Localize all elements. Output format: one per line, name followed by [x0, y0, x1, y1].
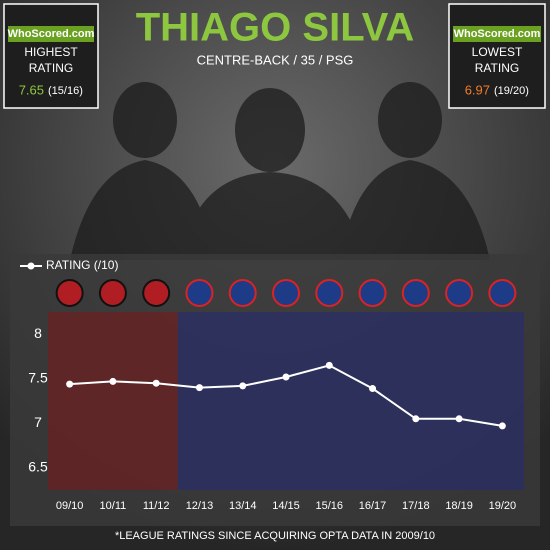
title: THIAGO SILVA [136, 6, 415, 50]
rating-point [66, 380, 74, 388]
rating-point [109, 377, 117, 385]
x-tick-label: 14/15 [272, 500, 300, 512]
rating-point [498, 422, 506, 430]
club-band [177, 312, 524, 490]
legend-marker [27, 262, 35, 270]
rating-point [282, 373, 290, 381]
y-tick-label: 7 [34, 414, 42, 430]
x-tick-label: 11/12 [143, 500, 170, 512]
club-badge [315, 279, 344, 307]
lowest-value: 6.97 [465, 82, 490, 97]
club-badge [272, 279, 300, 307]
subtitle: CENTRE-BACK / 35 / PSG [197, 52, 354, 67]
x-tick-label: 13/14 [229, 500, 257, 512]
lowest-box [448, 3, 546, 109]
lowest-label-box: LOWEST RATING [471, 45, 523, 75]
logo: WhoScored.com [454, 28, 541, 40]
x-tick-label: 17/18 [402, 500, 430, 512]
club-badge [445, 279, 474, 307]
club-badge [228, 279, 257, 307]
club-badge [55, 279, 84, 307]
club-badge [401, 279, 430, 307]
rating-point [239, 382, 247, 390]
x-tick-label: 10/11 [100, 500, 127, 512]
rating-point [152, 379, 160, 387]
highest-season: (15/16) [48, 85, 83, 97]
x-tick-label: 12/13 [186, 500, 214, 512]
logo: WhoScored.com [8, 28, 95, 40]
lowest-season: (19/20) [494, 85, 529, 97]
player-photos [70, 82, 490, 260]
x-tick-label: 15/16 [316, 500, 344, 512]
club-badge [488, 279, 517, 307]
y-tick-label: 7.5 [28, 369, 48, 385]
x-tick-label: 19/20 [489, 500, 517, 512]
legend-label: RATING (/10) [46, 258, 118, 272]
x-tick-label: 18/19 [445, 500, 473, 512]
logo-band [8, 26, 94, 42]
rating-point [325, 361, 333, 369]
club-badge [98, 279, 127, 307]
x-tick-label: 09/10 [56, 500, 84, 512]
club-badge [358, 279, 387, 307]
x-tick-label: 16/17 [359, 500, 387, 512]
club-band [48, 312, 178, 490]
rating-point [412, 415, 420, 423]
logo-band [453, 26, 541, 42]
footnote: *LEAGUE RATINGS SINCE ACQUIRING OPTA DAT… [115, 530, 435, 542]
highest-box [3, 3, 99, 109]
lowest-label: LOWEST RATING [471, 45, 523, 75]
highest-value: 7.65 [19, 82, 44, 97]
y-tick-label: 8 [34, 325, 42, 341]
highest-label-box: HIGHEST RATING [24, 45, 78, 75]
rating-point [455, 415, 463, 423]
y-tick-label: 6.5 [28, 458, 48, 474]
club-badge [185, 279, 214, 307]
club-badge [142, 279, 171, 307]
rating-point [195, 384, 203, 392]
rating-point [369, 385, 377, 393]
highest-label: HIGHEST RATING [24, 45, 78, 75]
